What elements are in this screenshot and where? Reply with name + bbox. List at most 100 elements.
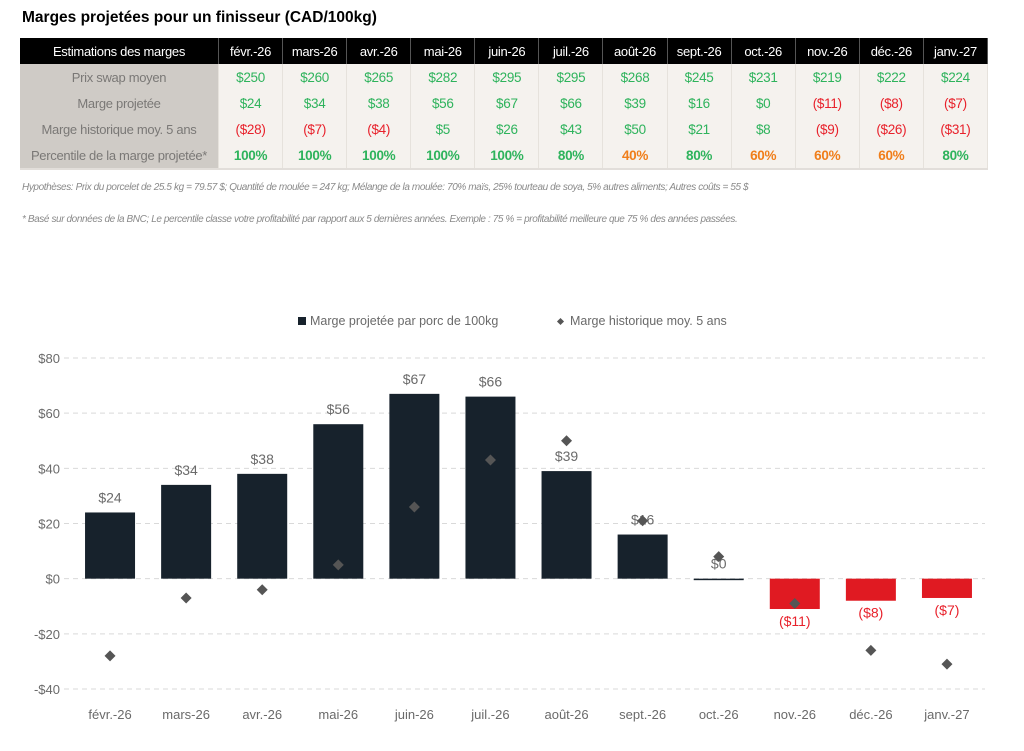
x-tick-label: mars-26 [162,707,210,722]
table-header-month: févr.-26 [218,38,284,64]
bar-data-label: $56 [327,401,351,417]
row-label: Marge historique moy. 5 ans [20,116,219,142]
table-cell: $224 [923,64,989,90]
historical-marker [713,551,725,563]
bar-data-label: $34 [174,462,198,478]
table-cell: $265 [346,64,412,90]
legend-item-bar: Marge projetée par porc de 100kg [298,314,498,328]
table-row: Marge projetée $24 $34 $38 $56 $67 $66 $39 $16 $0… [20,90,989,116]
table-cell: $282 [410,64,476,90]
table-header-month: juin-26 [474,38,540,64]
table-header-month: mai-26 [410,38,476,64]
table-header-month: oct.-26 [731,38,796,64]
bar [693,578,744,581]
table-cell: $66 [538,90,604,116]
margin-estimates-table: Estimations des marges févr.-26 mars-26 av… [20,38,989,170]
x-tick-label: juil.-26 [470,707,509,722]
table-cell: 40% [602,142,668,170]
table-cell: $24 [218,90,284,116]
table-cell: $222 [859,64,924,90]
table-cell: $50 [602,116,668,142]
table-header-month: juil.-26 [538,38,604,64]
bar-data-label: $0 [711,556,727,572]
legend-label-marker: Marge historique moy. 5 ans [570,314,727,328]
bar-data-label: ($11) [779,613,811,629]
y-tick-label: $60 [38,406,60,421]
bar [237,473,288,579]
table-cell: $39 [602,90,668,116]
table-row: Prix swap moyen $250 $260 $265 $282 $295 $295 $… [20,64,989,90]
historical-marker [104,650,116,662]
table-cell: ($7) [282,116,348,142]
table-cell: ($26) [859,116,924,142]
table-header-month: août-26 [602,38,668,64]
table-cell: $260 [282,64,348,90]
table-cell: 60% [731,142,796,170]
table-cell: 80% [923,142,989,170]
y-tick-label: -$20 [34,627,60,642]
row-label: Prix swap moyen [20,64,219,90]
bar [541,471,592,579]
x-tick-label: août-26 [544,707,588,722]
historical-marker [789,597,801,609]
bar [921,578,972,598]
table-row: Percentile de la marge projetée* 100% 100%… [20,142,989,170]
x-tick-label: juin-26 [394,707,434,722]
table-cell: ($31) [923,116,989,142]
x-tick-label: déc.-26 [849,707,892,722]
table-header-month: mars-26 [282,38,348,64]
historical-marker [484,454,496,466]
table-cell: 100% [474,142,540,170]
table-header-label: Estimations des marges [20,38,219,64]
y-tick-label: -$40 [34,682,60,697]
bar-data-label: $24 [98,489,122,505]
x-tick-label: sept.-26 [619,707,666,722]
table-cell: $21 [667,116,732,142]
percentile-footnote: * Basé sur données de la BNC; Le percent… [22,214,738,225]
table-cell: $295 [538,64,604,90]
bar-data-label: $39 [555,448,579,464]
x-tick-label: nov.-26 [774,707,816,722]
bar [465,396,516,579]
table-cell: 60% [859,142,924,170]
historical-marker [637,515,649,527]
row-label: Marge projetée [20,90,219,116]
table-cell: 100% [218,142,284,170]
bar-data-label: ($7) [935,602,960,618]
table-cell: $8 [731,116,796,142]
x-tick-label: avr.-26 [242,707,282,722]
historical-marker [256,584,268,596]
table-header-month: déc.-26 [859,38,924,64]
hypotheses-note: Hypothèses: Prix du porcelet de 25.5 kg … [22,182,749,193]
table-cell: $5 [410,116,476,142]
table-cell: $245 [667,64,732,90]
table-cell: ($8) [859,90,924,116]
historical-marker [180,592,192,604]
table-header-month: janv.-27 [923,38,989,64]
table-cell: $43 [538,116,604,142]
table-cell: $34 [282,90,348,116]
table-cell: 100% [346,142,412,170]
table-cell: ($9) [795,116,860,142]
table-cell: $0 [731,90,796,116]
bar [85,512,136,579]
table-cell: 100% [282,142,348,170]
table-cell: ($11) [795,90,860,116]
x-tick-label: oct.-26 [699,707,739,722]
page-title: Marges projetées pour un finisseur (CAD/… [22,9,377,26]
table-cell: 60% [795,142,860,170]
table-cell: ($4) [346,116,412,142]
historical-marker [332,559,344,571]
row-label: Percentile de la marge projetée* [20,142,219,170]
table-cell: $56 [410,90,476,116]
table-cell: $268 [602,64,668,90]
bar [389,393,440,579]
y-tick-label: $20 [38,517,60,532]
table-header-month: nov.-26 [795,38,860,64]
table-cell: $67 [474,90,540,116]
bar-data-label: $67 [403,371,427,387]
table-cell: $16 [667,90,732,116]
table-cell: $219 [795,64,860,90]
table-header-month: avr.-26 [346,38,412,64]
